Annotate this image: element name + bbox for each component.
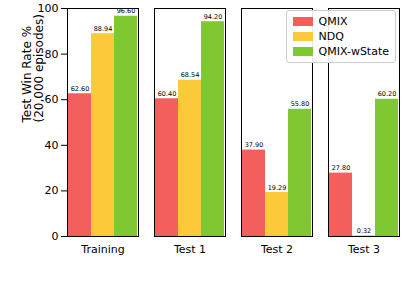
- html-text:QMIX-wState: QMIX-wState: [318, 45, 389, 58]
- html-text:NDQ: NDQ: [318, 30, 344, 43]
- html-text:QMIX: QMIX: [318, 15, 348, 28]
- svg-text:96.60: 96.60: [117, 7, 136, 15]
- svg-text:Training: Training: [80, 243, 124, 256]
- svg-text:0.32: 0.32: [357, 227, 371, 235]
- svg-text:Test Win Rate %(20,000 episode: Test Win Rate %(20,000 episodes): [20, 14, 46, 123]
- svg-text:100: 100: [38, 2, 59, 15]
- svg-text:60.20: 60.20: [378, 90, 397, 98]
- svg-text:88.94: 88.94: [94, 25, 113, 33]
- svg-text:80: 80: [45, 48, 59, 61]
- svg-text:19.29: 19.29: [268, 184, 287, 192]
- svg-text:Test 3: Test 3: [347, 243, 380, 256]
- svg-text:60.40: 60.40: [158, 90, 177, 98]
- svg-text:94.20: 94.20: [204, 13, 223, 21]
- svg-text:20: 20: [45, 184, 59, 197]
- svg-text:60: 60: [45, 93, 59, 106]
- svg-text:55.80: 55.80: [291, 100, 310, 108]
- svg-text:68.54: 68.54: [181, 71, 200, 79]
- svg-text:37.90: 37.90: [245, 141, 264, 149]
- svg-text:Test 1: Test 1: [173, 243, 206, 256]
- svg-text:0: 0: [52, 230, 59, 243]
- svg-text:62.60: 62.60: [71, 85, 90, 93]
- svg-text:Test 2: Test 2: [260, 243, 293, 256]
- svg-text:27.80: 27.80: [332, 164, 351, 172]
- svg-text:40: 40: [45, 139, 59, 152]
